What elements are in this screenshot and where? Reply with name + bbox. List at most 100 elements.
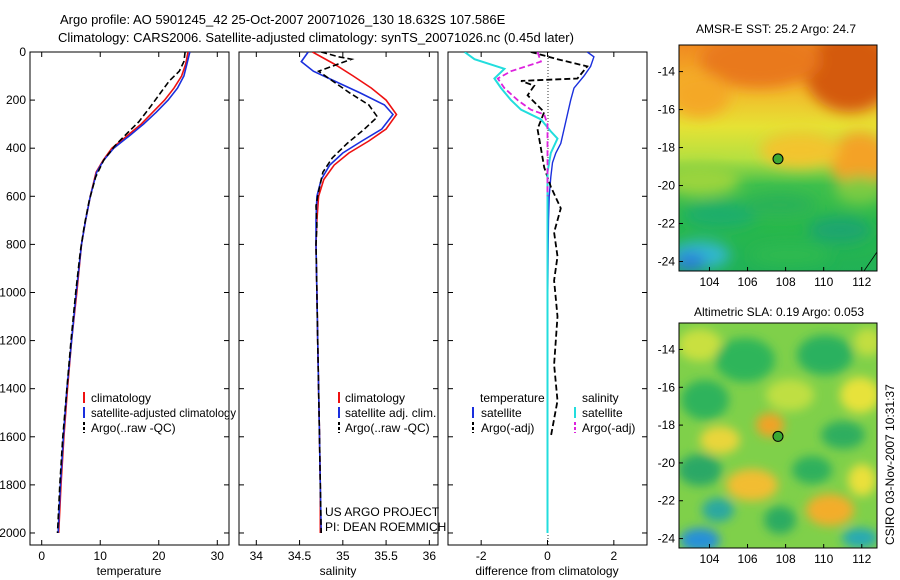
sst-argo-position-marker bbox=[772, 153, 784, 165]
x-tick-label: 30 bbox=[211, 549, 225, 563]
legend-sal-satellite-label: satellite bbox=[582, 406, 623, 420]
x-tick-label: 2 bbox=[610, 549, 617, 563]
legend-argo-label: Argo(..raw -QC) bbox=[345, 421, 430, 435]
difference-legend: temperature satellite Argo(-adj) salinit… bbox=[472, 391, 635, 435]
y-tick-label: 1600 bbox=[0, 430, 26, 444]
x-tick-label: -2 bbox=[476, 549, 487, 563]
salinity-panel: 34 34.5 35 35.5 36 salinity climatology sate… bbox=[238, 51, 446, 578]
map-x-tick-label: 110 bbox=[814, 552, 833, 566]
temperature-satellite-line bbox=[57, 52, 191, 534]
temperature-climatology-line bbox=[57, 52, 189, 534]
difference-xlabel: difference from climatology bbox=[475, 564, 618, 578]
y-tick-label: 0 bbox=[19, 45, 26, 59]
sla-map-title: Altimetric SLA: 0.19 Argo: 0.053 bbox=[694, 305, 864, 319]
y-tick-label: 1200 bbox=[0, 334, 26, 348]
sla-argo-position-marker bbox=[772, 430, 784, 442]
title-line-1: Argo profile: AO 5901245_42 25-Oct-2007 … bbox=[60, 12, 506, 27]
x-tick-label: 34.5 bbox=[288, 549, 312, 563]
salinity-argo-line bbox=[315, 52, 379, 534]
map-x-tick-label: 104 bbox=[699, 552, 719, 566]
temperature-panel: 0 10 20 30 0 200 400 600 800 1000 1200 1400 1600 1800… bbox=[0, 45, 236, 578]
map-y-tick-label: -14 bbox=[658, 65, 676, 79]
legend-satellite-label: satellite-adjusted climatology bbox=[91, 406, 236, 420]
legend-sal-argo-label: Argo(-adj) bbox=[582, 421, 635, 435]
map-x-tick-label: 112 bbox=[852, 275, 871, 289]
pi-annotation: PI: DEAN ROEMMICH bbox=[325, 520, 446, 534]
temperature-xlabel: temperature bbox=[97, 564, 162, 578]
map-y-tick-label: -20 bbox=[658, 456, 676, 470]
sla-map-field bbox=[679, 323, 877, 548]
legend-argo-label: Argo(..raw -QC) bbox=[91, 421, 176, 435]
map-y-tick-label: -16 bbox=[658, 103, 676, 117]
x-tick-label: 36 bbox=[423, 549, 437, 563]
project-annotation: US ARGO PROJECT bbox=[325, 505, 440, 519]
y-tick-label: 1800 bbox=[0, 478, 26, 492]
y-tick-label: 800 bbox=[6, 237, 26, 251]
title-line-2: Climatology: CARS2006. Satellite-adjuste… bbox=[58, 30, 574, 45]
diff-temperature-satellite-line bbox=[546, 52, 595, 534]
salinity-xlabel: salinity bbox=[320, 564, 357, 578]
y-tick-label: 600 bbox=[6, 189, 26, 203]
temperature-legend: climatology satellite-adjusted climatolo… bbox=[83, 391, 236, 435]
y-tick-label: 1000 bbox=[0, 285, 26, 299]
map-x-tick-label: 110 bbox=[814, 275, 833, 289]
map-x-tick-label: 108 bbox=[776, 552, 796, 566]
sst-map-panel: AMSR-E SST: 25.2 Argo: 24.7 104 106 10 bbox=[658, 22, 878, 289]
x-tick-label: 34 bbox=[250, 549, 264, 563]
sla-tick-group: 104 106 108 110 112 -14 -16 -18 -20 -22 -24 bbox=[658, 342, 872, 566]
legend-satellite-label: satellite adj. clim. bbox=[345, 406, 436, 420]
salinity-axes-box bbox=[238, 51, 439, 546]
map-x-tick-label: 112 bbox=[852, 552, 871, 566]
side-timestamp-label: CSIRO 03-Nov-2007 10:31:37 bbox=[883, 384, 897, 545]
sst-contour-line bbox=[863, 251, 877, 271]
map-y-tick-label: -24 bbox=[658, 255, 676, 269]
map-x-tick-label: 108 bbox=[776, 275, 796, 289]
y-tick-label: 400 bbox=[6, 141, 26, 155]
legend-climatology-label: climatology bbox=[91, 391, 151, 405]
salinity-satellite-line bbox=[300, 52, 395, 534]
x-tick-label: 0 bbox=[38, 549, 45, 563]
x-tick-label: 0 bbox=[544, 549, 551, 563]
sst-map-title: AMSR-E SST: 25.2 Argo: 24.7 bbox=[696, 22, 856, 36]
sst-map-frame bbox=[678, 44, 878, 272]
legend-climatology-label: climatology bbox=[345, 391, 405, 405]
diff-temperature-argo-line bbox=[520, 52, 589, 437]
temperature-argo-line bbox=[56, 52, 186, 534]
legend-temp-satellite-label: satellite bbox=[481, 406, 522, 420]
map-x-tick-label: 106 bbox=[738, 552, 758, 566]
map-y-tick-label: -18 bbox=[658, 418, 676, 432]
x-tick-label: 20 bbox=[152, 549, 166, 563]
map-y-tick-label: -24 bbox=[658, 532, 676, 546]
map-y-tick-label: -18 bbox=[658, 141, 676, 155]
map-y-tick-label: -22 bbox=[658, 494, 676, 508]
map-x-tick-label: 106 bbox=[738, 275, 758, 289]
diff-salinity-satellite-line bbox=[464, 52, 559, 533]
map-y-tick-label: -20 bbox=[658, 179, 676, 193]
y-tick-label: 2000 bbox=[0, 526, 26, 540]
difference-tick-group: -2 0 2 bbox=[448, 51, 647, 563]
salinity-legend: climatology satellite adj. clim. Argo(..… bbox=[338, 391, 436, 435]
map-y-tick-label: -16 bbox=[658, 380, 676, 394]
sst-tick-group: 104 106 108 110 112 -14 -16 -18 -20 -22 -24 bbox=[658, 65, 872, 289]
sla-map-frame bbox=[678, 322, 878, 549]
sst-map-field bbox=[679, 45, 877, 271]
salinity-tick-group: 34 34.5 35 35.5 36 bbox=[239, 51, 438, 563]
y-tick-label: 1400 bbox=[0, 382, 26, 396]
x-tick-label: 10 bbox=[94, 549, 108, 563]
temperature-axes-box bbox=[29, 51, 230, 546]
sla-map-panel: Altimetric SLA: 0.19 Argo: 0.053 bbox=[658, 305, 878, 566]
diff-salinity-argo-line bbox=[496, 52, 549, 197]
map-x-tick-label: 104 bbox=[699, 275, 719, 289]
difference-panel: -2 0 2 difference from climatology tempera… bbox=[447, 51, 648, 578]
legend-temp-argo-label: Argo(-adj) bbox=[481, 421, 534, 435]
legend-salinity-title: salinity bbox=[582, 391, 619, 405]
salinity-climatology-line bbox=[312, 52, 398, 533]
map-y-tick-label: -14 bbox=[658, 342, 676, 356]
legend-temperature-title: temperature bbox=[480, 391, 545, 405]
x-tick-label: 35 bbox=[336, 549, 350, 563]
map-y-tick-label: -22 bbox=[658, 217, 676, 231]
temperature-tick-group: 0 10 20 30 0 200 400 600 800 1000 1200 1400 1600 1800… bbox=[0, 45, 229, 563]
x-tick-label: 35.5 bbox=[374, 549, 398, 563]
y-tick-label: 200 bbox=[6, 93, 26, 107]
